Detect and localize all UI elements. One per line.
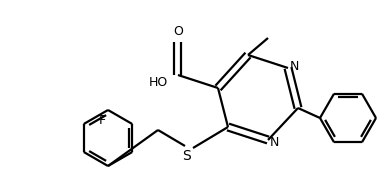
Text: N: N — [270, 135, 280, 149]
Text: N: N — [290, 60, 300, 73]
Text: HO: HO — [149, 75, 168, 89]
Text: O: O — [173, 25, 183, 38]
Text: S: S — [182, 149, 191, 163]
Text: F: F — [99, 114, 106, 127]
